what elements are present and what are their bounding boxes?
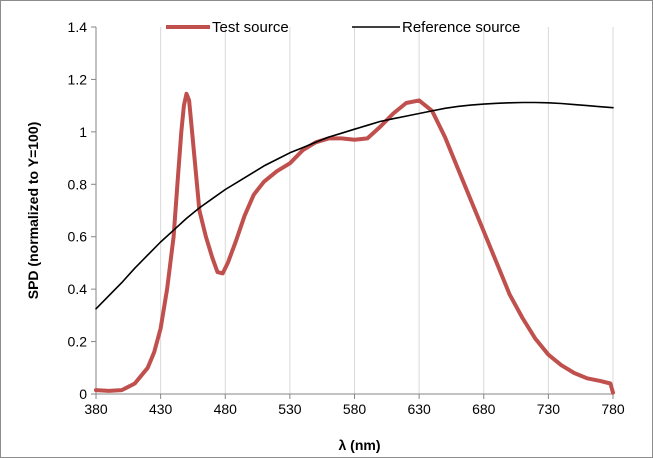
x-tick-label: 780 <box>601 401 625 417</box>
x-tick-label: 580 <box>343 401 367 417</box>
y-tick-label: 1.2 <box>68 71 88 87</box>
x-tick-label: 680 <box>472 401 496 417</box>
series-line-reference-source <box>95 101 614 310</box>
legend: Test source Reference source <box>166 19 520 36</box>
y-tick-label: 1.4 <box>68 19 88 35</box>
y-tick-label: 0.4 <box>68 281 88 297</box>
y-tick-label: 0.2 <box>68 334 88 350</box>
x-tick-label: 730 <box>537 401 561 417</box>
legend-label-reference-source: Reference source <box>402 19 520 36</box>
x-axis-title: λ (nm) <box>339 437 381 453</box>
x-tick-label: 630 <box>407 401 431 417</box>
y-tick-label: 0.8 <box>68 176 88 192</box>
series-line-test-source <box>94 91 615 395</box>
tick-labels: 380 430 480 530 580 630 680 730 780 0 0.2 0.4 0.6 0.8… <box>68 19 625 417</box>
axes <box>91 26 614 399</box>
x-tick-label: 530 <box>278 401 302 417</box>
y-tick-label: 1 <box>79 124 87 140</box>
x-tick-label: 480 <box>214 401 238 417</box>
x-tick-label: 430 <box>149 401 173 417</box>
y-tick-label: 0.6 <box>68 229 88 245</box>
x-tick-label: 380 <box>84 401 108 417</box>
legend-label-test-source: Test source <box>212 19 289 36</box>
y-axis-title: SPD (normalized to Y=100) <box>25 122 41 300</box>
y-tick-label: 0 <box>79 386 87 402</box>
plot-series <box>94 91 615 395</box>
